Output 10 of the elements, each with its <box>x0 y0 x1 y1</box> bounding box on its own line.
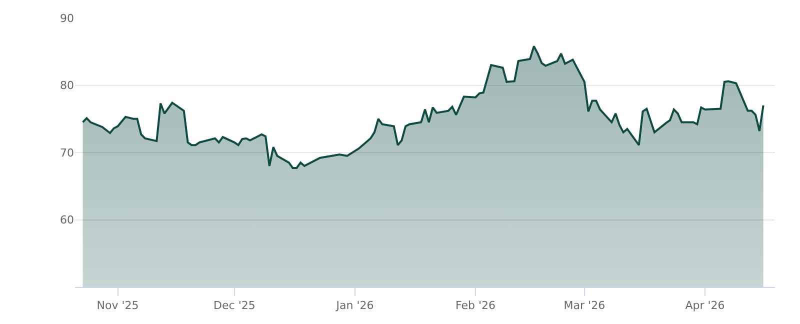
x-tick-label: Dec '25 <box>214 299 256 312</box>
x-tick-label: Apr '26 <box>685 299 725 312</box>
y-tick-label: 90 <box>60 12 74 25</box>
x-tick-label: Feb '26 <box>456 299 496 312</box>
y-tick-label: 80 <box>60 79 74 92</box>
x-tick-label: Mar '26 <box>564 299 606 312</box>
y-tick-label: 70 <box>60 146 74 160</box>
y-tick-label: 60 <box>60 214 74 227</box>
x-tick-label: Jan '26 <box>335 299 374 312</box>
x-tick-label: Nov '25 <box>96 299 139 312</box>
